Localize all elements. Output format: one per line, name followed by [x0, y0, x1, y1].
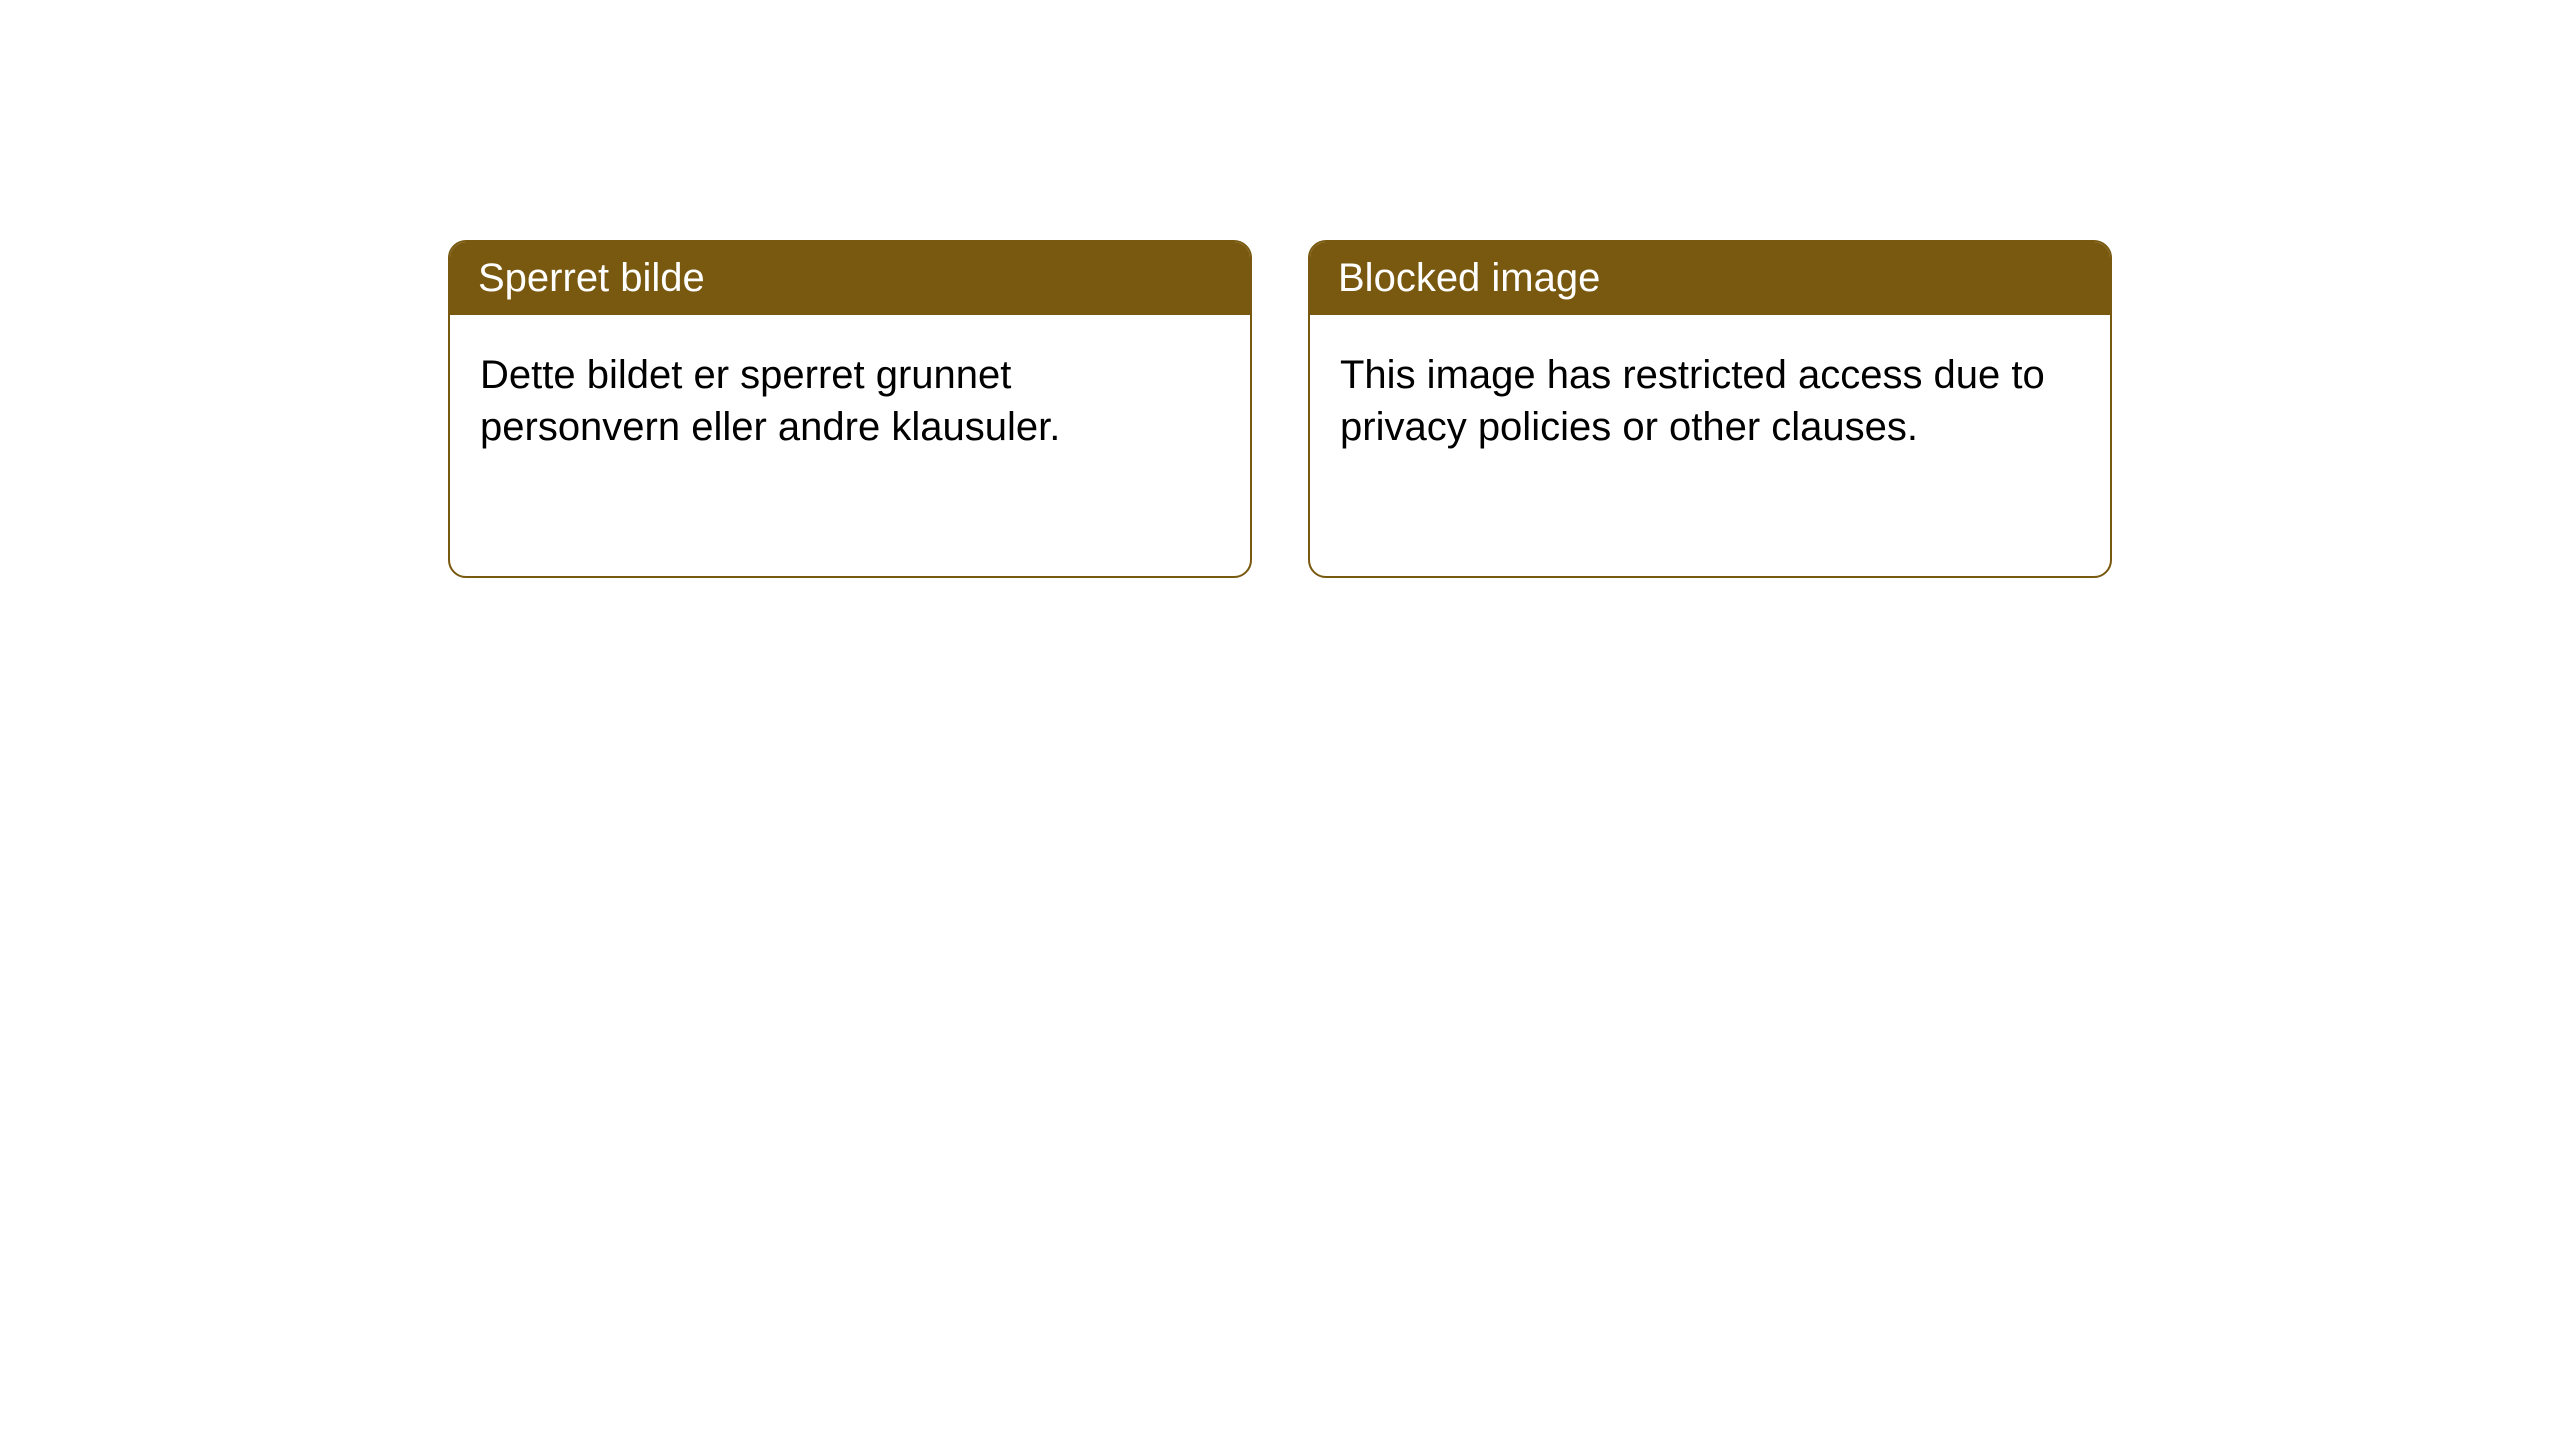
- notice-card-norwegian: Sperret bilde Dette bildet er sperret gr…: [448, 240, 1252, 578]
- card-text: Dette bildet er sperret grunnet personve…: [480, 353, 1060, 449]
- card-header: Sperret bilde: [450, 242, 1250, 315]
- notice-cards-container: Sperret bilde Dette bildet er sperret gr…: [448, 240, 2112, 578]
- card-text: This image has restricted access due to …: [1340, 353, 2045, 449]
- notice-card-english: Blocked image This image has restricted …: [1308, 240, 2112, 578]
- card-body: This image has restricted access due to …: [1310, 315, 2110, 487]
- card-body: Dette bildet er sperret grunnet personve…: [450, 315, 1250, 487]
- card-title: Blocked image: [1338, 256, 1600, 300]
- card-header: Blocked image: [1310, 242, 2110, 315]
- card-title: Sperret bilde: [478, 256, 705, 300]
